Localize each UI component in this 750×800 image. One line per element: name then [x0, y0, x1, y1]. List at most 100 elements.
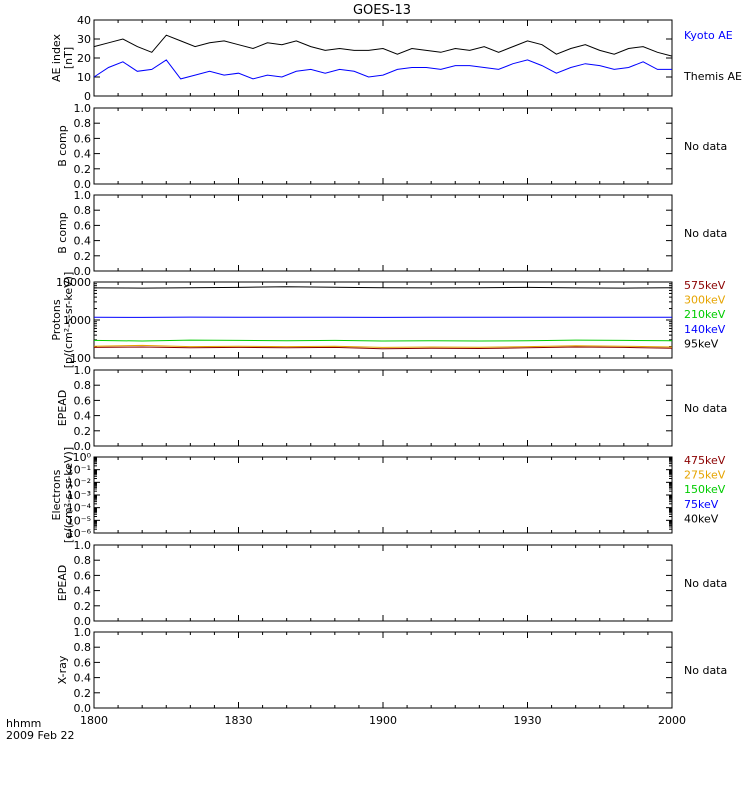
y-tick-label: 10000	[56, 276, 91, 289]
y-tick-label: 1.0	[74, 626, 92, 639]
y-tick-label: 0.2	[74, 687, 92, 700]
x-tick-label: 2000	[658, 714, 686, 727]
y-axis-label: X-ray	[56, 655, 69, 684]
legend-label: 575keV	[684, 279, 726, 292]
series-line-575kev	[93, 346, 673, 350]
footer-date-label: 2009 Feb 22	[6, 729, 74, 742]
panel-xray: 0.0 0.2 0.4 0.6 0.8 1.0 X-ray No data	[56, 626, 727, 715]
x-tick-label: 1830	[225, 714, 253, 727]
y-tick-label: 100	[70, 352, 91, 365]
y-tick-label: 0.0	[74, 178, 92, 191]
y-tick-label: 1.0	[74, 189, 92, 202]
panel-b2: 0.0 0.2 0.4 0.6 0.8 1.0 B comp No data	[56, 189, 727, 278]
y-tick-label: 1.0	[74, 364, 92, 377]
y-tick-label: 0.4	[74, 410, 92, 423]
y-axis-label: EPEAD	[56, 565, 69, 602]
y-tick-label: 0.8	[74, 379, 92, 392]
legend-label: 150keV	[684, 483, 726, 496]
y-tick-label: 0.8	[74, 204, 92, 217]
y-tick-label: 0.2	[74, 163, 92, 176]
y-tick-label: 0.0	[74, 615, 92, 628]
series-line-kyoto-ae	[93, 59, 672, 80]
y-tick-label: 10	[77, 71, 91, 84]
legend-label: 75keV	[684, 498, 719, 511]
x-tick-label: 1900	[369, 714, 397, 727]
panel-frame	[93, 107, 673, 185]
panel-ae: 0 10 20 30 40 AE index [nT] Kyoto AE Themis AE	[50, 14, 742, 103]
no-data-label: No data	[684, 140, 727, 153]
y-tick-label: 0.6	[74, 569, 92, 582]
panel-frame	[93, 544, 673, 622]
y-tick-label: 10⁻¹	[67, 464, 91, 477]
y-tick-label: 0.6	[74, 132, 92, 145]
y-tick-label: 0.6	[74, 656, 92, 669]
legend-label: 210keV	[684, 308, 726, 321]
y-axis-label: Protons	[50, 299, 63, 340]
y-axis-label: EPEAD	[56, 390, 69, 427]
series-line-210kev	[93, 339, 673, 342]
panel-epead1: 0.0 0.2 0.4 0.6 0.8 1.0 EPEAD No data	[56, 364, 727, 453]
no-data-label: No data	[684, 664, 727, 677]
footer-unit-label: hhmm	[6, 717, 41, 730]
no-data-label: No data	[684, 402, 727, 415]
y-tick-label: 1.0	[74, 539, 92, 552]
y-tick-label: 0.2	[74, 600, 92, 613]
y-tick-label: 0	[84, 90, 91, 103]
no-data-label: No data	[684, 227, 727, 240]
y-tick-label: 0.4	[74, 672, 92, 685]
legend-label: Themis AE	[683, 70, 742, 83]
y-tick-label: 0.0	[74, 265, 92, 278]
y-tick-label: 0.6	[74, 219, 92, 232]
y-tick-label: 10⁻⁵	[67, 514, 91, 527]
y-tick-label: 10⁻⁴	[67, 502, 92, 515]
panels: 0 10 20 30 40 AE index [nT] Kyoto AE Themis AE 0.…	[50, 14, 742, 715]
y-tick-label: 0.6	[74, 394, 92, 407]
y-tick-label: 10⁰	[73, 451, 92, 464]
x-tick-label: 1800	[80, 714, 108, 727]
panel-frame	[93, 369, 673, 447]
panel-frame	[93, 456, 673, 534]
panel-b1: 0.0 0.2 0.4 0.6 0.8 1.0 B comp No data	[56, 102, 727, 191]
panel-protons: 100 1000 10000 Protons [p/(cm²-s-sr-keV)] 575…	[50, 272, 726, 369]
legend-label: Kyoto AE	[684, 29, 733, 42]
y-tick-label: 0.8	[74, 117, 92, 130]
y-axis-label: [e/(cm²-s-sr-keV)]	[62, 447, 75, 543]
y-axis-label: [p/(cm²-s-sr-keV)]	[62, 272, 75, 369]
y-tick-label: 0.4	[74, 148, 92, 161]
legend-label: 300keV	[684, 294, 726, 307]
y-tick-label: 1000	[63, 314, 91, 327]
legend-label: 140keV	[684, 323, 726, 336]
series-line-themis-ae	[93, 34, 673, 57]
panel-frame	[93, 194, 673, 272]
y-tick-label: 30	[77, 33, 91, 46]
y-axis-label: Electrons	[50, 469, 63, 520]
x-axis: 1800 1830 1900 1930 2000	[80, 714, 686, 727]
y-axis-label: AE index	[50, 33, 63, 82]
legend-label: 475keV	[684, 454, 726, 467]
y-axis-label: B comp	[56, 125, 69, 167]
y-tick-label: 10⁻⁶	[67, 527, 92, 540]
panel-epead2: 0.0 0.2 0.4 0.6 0.8 1.0 EPEAD No data	[56, 539, 727, 628]
y-tick-label: 10⁻²	[67, 476, 91, 489]
series-line-300kev	[93, 344, 673, 348]
y-tick-label: 0.4	[74, 235, 92, 248]
panel-frame	[93, 19, 673, 97]
legend-label: 95keV	[684, 337, 719, 350]
series-line-95kev	[93, 286, 673, 289]
y-tick-label: 0.0	[74, 440, 92, 453]
y-tick-label: 0.4	[74, 585, 92, 598]
y-tick-label: 1.0	[74, 102, 92, 115]
chart-title: GOES-13	[353, 3, 411, 18]
y-tick-label: 0.8	[74, 641, 92, 654]
y-tick-label: 40	[77, 14, 91, 27]
panel-frame	[93, 631, 673, 709]
x-tick-label: 1930	[514, 714, 542, 727]
y-tick-label: 0.2	[74, 250, 92, 263]
y-tick-label: 0.8	[74, 554, 92, 567]
y-axis-label: B comp	[56, 212, 69, 254]
no-data-label: No data	[684, 577, 727, 590]
legend-label: 40keV	[684, 512, 719, 525]
y-tick-label: 0.0	[74, 702, 92, 715]
